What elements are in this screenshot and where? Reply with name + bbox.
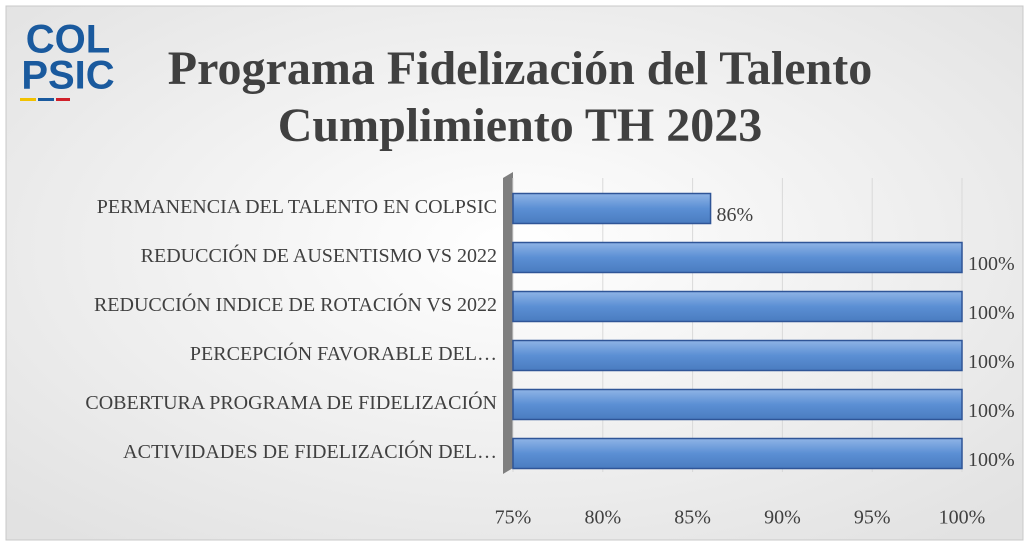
y-tick-label: PERMANENCIA DEL TALENTO EN COLPSIC <box>97 196 497 218</box>
logo-text: COL <box>26 18 110 62</box>
data-label: 100% <box>968 400 1015 422</box>
bar <box>512 339 963 372</box>
y-tick-label: REDUCCIÓN INDICE DE ROTACIÓN VS 2022 <box>94 292 497 316</box>
bar <box>512 388 963 421</box>
bar <box>512 241 963 274</box>
x-tick-label: 90% <box>764 507 801 529</box>
logo-stripe <box>38 98 54 101</box>
logo-stripe <box>20 98 36 101</box>
x-tick-label: 75% <box>495 507 532 529</box>
y-tick-label: PERCEPCIÓN FAVORABLE DEL… <box>190 341 497 365</box>
data-label: 100% <box>968 449 1015 471</box>
axis-wall <box>503 172 513 474</box>
logo-text: PSIC <box>21 54 114 98</box>
y-tick-label: ACTIVIDADES DE FIDELIZACIÓN DEL… <box>123 439 497 463</box>
x-tick-label: 100% <box>939 507 986 529</box>
chart-title: Programa Fidelización del Talento <box>168 42 872 95</box>
bar <box>512 290 963 323</box>
data-label: 100% <box>968 302 1015 324</box>
x-tick-label: 85% <box>674 507 711 529</box>
y-tick-label: REDUCCIÓN DE AUSENTISMO VS 2022 <box>141 243 497 267</box>
bar <box>512 437 963 470</box>
x-tick-label: 95% <box>854 507 891 529</box>
data-label: 86% <box>717 204 754 226</box>
x-tick-label: 80% <box>584 507 621 529</box>
data-label: 100% <box>968 253 1015 275</box>
y-tick-label: COBERTURA PROGRAMA DE FIDELIZACIÓN <box>85 390 497 414</box>
chart-title: Cumplimiento TH 2023 <box>278 99 763 152</box>
logo: COL PSIC <box>20 18 115 101</box>
bar <box>512 192 712 225</box>
logo-stripe <box>56 98 70 101</box>
data-label: 100% <box>968 351 1015 373</box>
